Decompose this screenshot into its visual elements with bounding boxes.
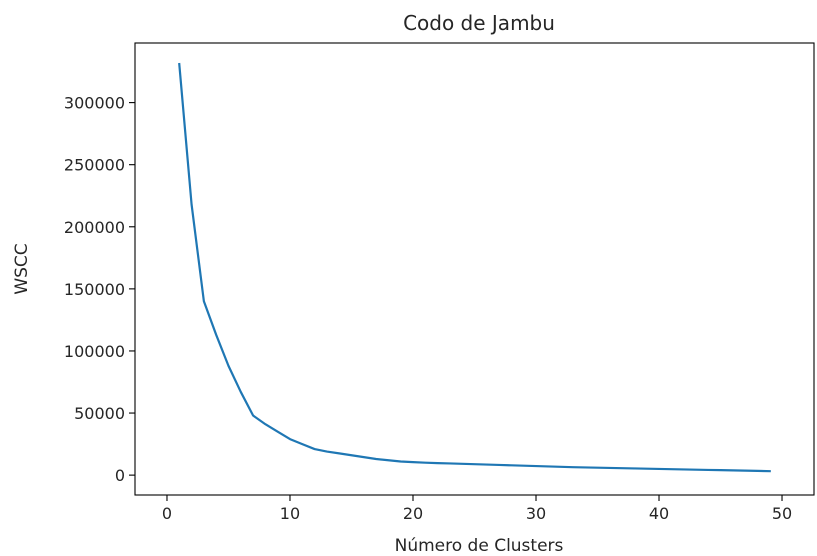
- y-tick-label: 300000: [64, 94, 125, 113]
- x-tick-label: 30: [526, 504, 546, 523]
- x-tick-label: 10: [280, 504, 300, 523]
- series-line-0: [178, 62, 771, 473]
- y-axis-ticks: 0 50000 100000 150000 200000 250000 300000: [64, 94, 135, 485]
- y-tick-label: 0: [115, 466, 125, 485]
- x-tick-label: 50: [772, 504, 792, 523]
- y-tick-label: 200000: [64, 218, 125, 237]
- y-tick-label: 100000: [64, 342, 125, 361]
- x-axis-ticks: 0 10 20 30 40 50: [162, 495, 792, 523]
- y-axis-label: WSCC: [12, 243, 32, 294]
- x-tick-label: 20: [403, 504, 423, 523]
- plot-area: [178, 62, 771, 473]
- y-tick-label: 150000: [64, 280, 125, 299]
- x-tick-label: 0: [162, 504, 172, 523]
- chart-title: Codo de Jambu: [403, 11, 555, 35]
- x-axis-label: Número de Clusters: [395, 536, 564, 556]
- y-tick-label: 50000: [74, 404, 125, 423]
- plot-frame: [134, 42, 815, 496]
- y-tick-label: 250000: [64, 156, 125, 175]
- x-tick-label: 40: [649, 504, 669, 523]
